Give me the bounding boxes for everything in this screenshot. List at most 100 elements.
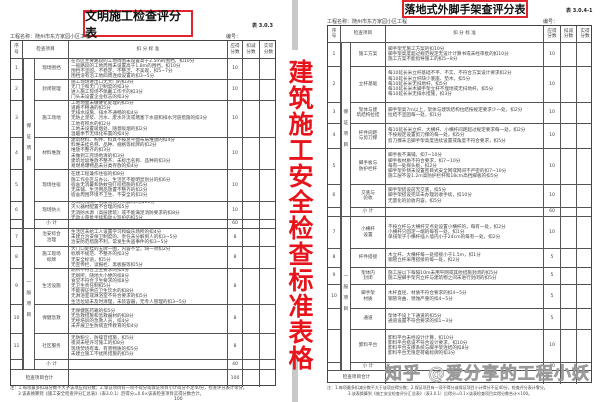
- group-general-items: 一 般 项 目: [340, 216, 352, 370]
- deduction-line: 易燃易爆物品未分类存放的扣4分: [71, 163, 139, 169]
- table-row: 10 脚手架 材质 木杆直径、材质不符合要求的扣4~5分 钢管弯曲、锈蚀严重的扣4~5…: [328, 284, 591, 308]
- row-score: 10: [544, 217, 561, 248]
- deduction-line: 无动火审批手续和动火监护的扣5分: [71, 215, 143, 219]
- left-scrollbar-bottom[interactable]: [292, 352, 298, 402]
- row-score: 10: [544, 185, 561, 207]
- table-row: 7 小横杆 设置 不按立杆与大横杆交点处设置小横杆的，每有一处，扣2分 小横杆只固定一…: [328, 216, 591, 248]
- row-score: 10: [228, 80, 243, 100]
- deduction-line: 灭火器材配置不合理的扣5分: [71, 205, 130, 211]
- deduction-line: 料堆未挂名称、品种、规格等标牌的扣2分: [71, 143, 157, 149]
- row-actual: [260, 229, 277, 246]
- deduction-line: 卸料平台搭设不符合设计要求，扣10分: [388, 340, 468, 346]
- deduction-line: 建筑垃圾堆放不整齐、未标出名称、品种的扣3分: [71, 158, 171, 164]
- row-seq: 3: [328, 103, 341, 123]
- row-seq: 3: [11, 101, 23, 137]
- deduction-line: 宿舍无消暑和防蚊虫叮咬措施的扣5分: [71, 182, 148, 188]
- header-score: 应得 分数: [544, 26, 561, 42]
- deduction-line: 无防止泥浆、污水、废水外流或堵塞下水道和排水河道措施的扣3分: [71, 116, 208, 122]
- deduction-line: 脚手架高7m以上，架体与建筑结构拉结按规定要求少一处，扣2分: [388, 107, 523, 113]
- left-project-name: 工程名称：随州市东方家园小区工程: [10, 34, 91, 40]
- deduction-line: 无宣传栏、读报栏、黑板报等扣5分: [71, 262, 143, 268]
- deduction-line: 堆放不整齐的扣3分: [71, 148, 111, 154]
- deduction-line: 在市区主要路段的工地周围未设置高于2.5m的围挡，扣10分: [71, 59, 195, 64]
- total-deduct: [561, 371, 577, 384]
- deduction-line: 门头未设置企业标志的扣3分: [71, 95, 130, 100]
- left-scrollbar-top[interactable]: [292, 0, 298, 50]
- row-seq: 11: [11, 334, 23, 359]
- deduction-line: 无排水设施、排水不通畅的扣4分: [71, 111, 139, 117]
- group-guarantee-items: 保 证 项 目: [22, 58, 36, 228]
- left-table-number: 表 3.0.3: [252, 23, 273, 29]
- deduction-line: 卸料平台支撑系统与脚手架连结的扣8分: [388, 346, 470, 351]
- row-actual: [577, 330, 593, 362]
- subtotal-deduct: [561, 363, 577, 370]
- total-standard: [386, 371, 544, 384]
- row-score: 5: [544, 268, 561, 284]
- deduction-line: 未建立施工不扰民措施的扣5分: [71, 351, 134, 357]
- row-item: 脚手架 材质: [351, 285, 386, 308]
- row-standard: 每10延长米立杆、大横杆、小横杆间距超过规定要求每一处，扣2分 不按规定设置剪刀撑…: [386, 124, 544, 148]
- subtotal-score: 60: [228, 220, 243, 228]
- deduction-line: 小横杆只固定一端的每有一处，扣1分: [388, 229, 465, 235]
- row-actual: [577, 103, 593, 123]
- deduction-line: 施工作业区与办公、生活区不能明显划分的扣6分: [71, 177, 171, 183]
- right-score-table: 序 号检查项目扣 分 标 准应得 分数 扣减 分数 实得 分数 1 施工方案 脚手架无施工…: [327, 25, 593, 384]
- total-standard: [69, 370, 228, 387]
- subtotal-deduct: [243, 220, 260, 228]
- deduction-line: 每10延长米立杆、大横杆、小横杆间距超过规定要求每一处，扣2分: [388, 128, 526, 134]
- table-header: 序 号检查项目扣 分 标 准应得 分数 扣减 分数 实得 分数: [11, 41, 275, 58]
- subtotal-seq: [11, 360, 23, 369]
- row-item: 杆件搭接: [351, 249, 386, 267]
- deduction-line: 木杆直径、材质不符合要求的扣4~5分: [388, 291, 467, 297]
- subtotal-seq: [11, 220, 23, 228]
- table-row: 1 施工方案 脚手架无施工方案的扣10分 脚手架高度超过规范规定无设计计算书或未经审批…: [328, 42, 591, 66]
- header-deduct: 扣减 分数: [561, 26, 577, 42]
- row-seq: 8: [328, 249, 341, 267]
- subtotal-actual: [577, 208, 593, 216]
- row-actual: [577, 285, 593, 308]
- deduction-line: 不按规定设置剪刀撑的每一处，扣5分: [388, 133, 465, 139]
- row-deduct: [561, 149, 577, 184]
- row-seq: 7: [11, 229, 23, 246]
- row-standard: 卸料平台未经设计计算，扣10分 卸料平台搭设不符合设计要求，扣10分 卸料平台支撑系…: [386, 330, 544, 362]
- deduction-line: 无厕所，随地大小便的扣8分: [71, 273, 130, 279]
- row-deduct: [561, 249, 577, 267]
- deduction-line: 宿舍周围环境不卫生、不安全的扣3分: [71, 193, 148, 199]
- row-item: 保健急救: [35, 305, 69, 333]
- deduction-line: 每10延长米无扫地杆，扣5分: [388, 81, 448, 87]
- deduction-line: 脚手架高度超过规范规定无设计计算书或未经审批的扣10分: [388, 51, 509, 57]
- row-actual: [260, 305, 277, 333]
- deduction-line: 每10延长米立杆缺少底座、垫木，扣5分: [388, 76, 471, 82]
- table-row: 2 封闭管理 施工现场进出口无大门的扣3分 无门卫和无门卫制度的扣3分 进入施工现场不佩…: [11, 79, 275, 100]
- row-item: 生活设施: [35, 269, 69, 304]
- table-row: 通道 架体不设上下通道的扣5分 通道设置不符合要求的扣1~3分 5: [328, 308, 591, 329]
- table-row: 5 脚手板与 防护栏杆 脚手板不满铺，扣7~10分 脚手板材质不符合要求，扣7~10分…: [328, 148, 591, 184]
- subtotal-standard: [386, 363, 544, 370]
- row-item: 小横杆 设置: [351, 217, 386, 248]
- row-deduct: [561, 103, 577, 123]
- deduction-line: 施工层脚手架内立杆与建筑物之间未进行封闭的扣5分: [388, 276, 497, 281]
- row-item: 架体与建 筑结构拉结: [351, 103, 386, 123]
- deduction-line: 无防粉尘、防噪音措施，扣5分: [71, 336, 134, 342]
- right-note-1: 注：1.每项最多扣减分数不大于该项应得分数；2.保证项目有一项不得分或保证项目小…: [327, 385, 548, 390]
- row-seq: 7: [328, 217, 341, 248]
- row-standard: 木立杆、大横杆每一处搭接小于1.5m，扣1分 钢管立杆采用搭接的每一处，扣2分: [386, 249, 544, 267]
- left-note-2: 3.该表换算到《施工安全检查评分汇总表》（表3.0.1）后得分=0.6×该表检查…: [18, 391, 204, 397]
- deduction-line: 每10延长米立杆基础不平、不实、不符合方案设计要求扣2分: [388, 71, 512, 77]
- total-actual: [260, 370, 277, 387]
- subtotal-label: 小 计: [35, 220, 69, 228]
- left-note-1: 注：1.每项最多扣减分数不大于该项应得分数；2.保证项目有一项不得分或保证项目小…: [10, 386, 248, 391]
- left-page: 文明施工检查评分表 表 3.0.3 工程名称：随州市东方家园小区工程 编号： 序…: [0, 0, 285, 402]
- watermark: 知乎 @爱分享的工程小妖: [385, 364, 590, 384]
- deduction-line: 温暖季节无绿化布置的扣4分: [71, 132, 130, 137]
- row-standard: 脚手架高7m以上，架体与建筑结构拉结按规定要求少一处，扣2分 拉结不坚固每一处，扣…: [386, 103, 544, 123]
- row-item: 社区服务: [35, 334, 69, 359]
- row-deduct: [561, 309, 577, 329]
- subtotal-row: 小 计 40: [11, 359, 275, 369]
- deduction-line: 剪刀撑未沿脚手架高度连续设置或角度不符合要求，扣5分: [388, 138, 506, 144]
- subtotal-deduct: [561, 208, 577, 216]
- row-deduct: [561, 330, 577, 362]
- row-deduct: [561, 67, 577, 102]
- row-standard: 架体不设上下通道的扣5分 通道设置不符合要求的扣1~3分: [386, 309, 544, 329]
- row-deduct: [243, 305, 260, 333]
